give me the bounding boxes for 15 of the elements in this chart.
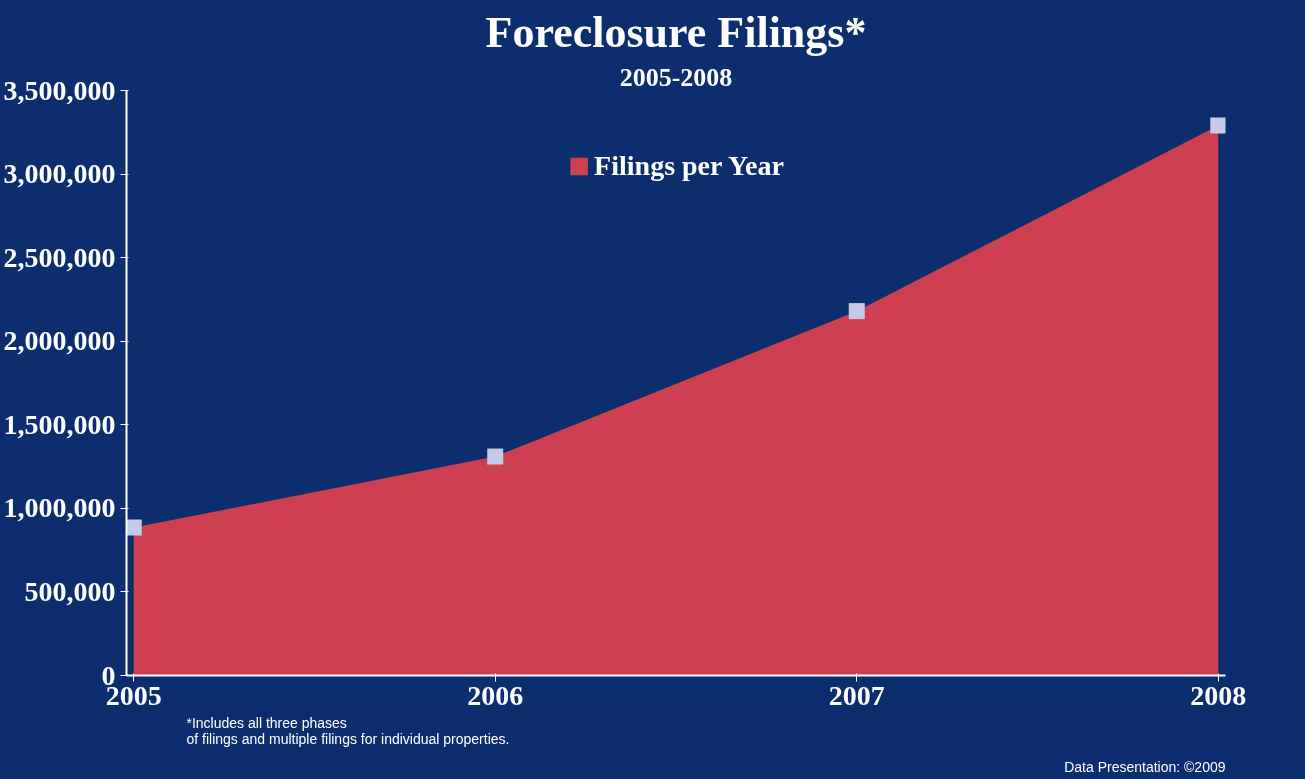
y-tick-label: 3,500,000 [3, 74, 116, 106]
y-tick-label: 2,000,000 [3, 325, 116, 357]
x-tick-label: 2008 [1190, 679, 1247, 711]
text: Data Presentation: ©2009 [1064, 758, 1226, 775]
x-tick-label: 2006 [467, 679, 524, 711]
y-tick-label: 3,000,000 [3, 158, 116, 190]
chart-subtitle: 2005-2008 [619, 62, 733, 92]
y-tick-label: 2,500,000 [3, 241, 116, 273]
legend-label: Filings per Year [594, 150, 784, 182]
y-tick-label: 500,000 [24, 575, 116, 607]
x-tick-label: 2007 [828, 679, 885, 711]
text: *Includes all three phases of filings and multiple filings for individual properties. [186, 714, 510, 747]
chart-title: Foreclosure Filings* [485, 7, 867, 57]
y-tick-label: 1,500,000 [3, 408, 116, 440]
y-tick-label: 1,000,000 [3, 492, 116, 524]
